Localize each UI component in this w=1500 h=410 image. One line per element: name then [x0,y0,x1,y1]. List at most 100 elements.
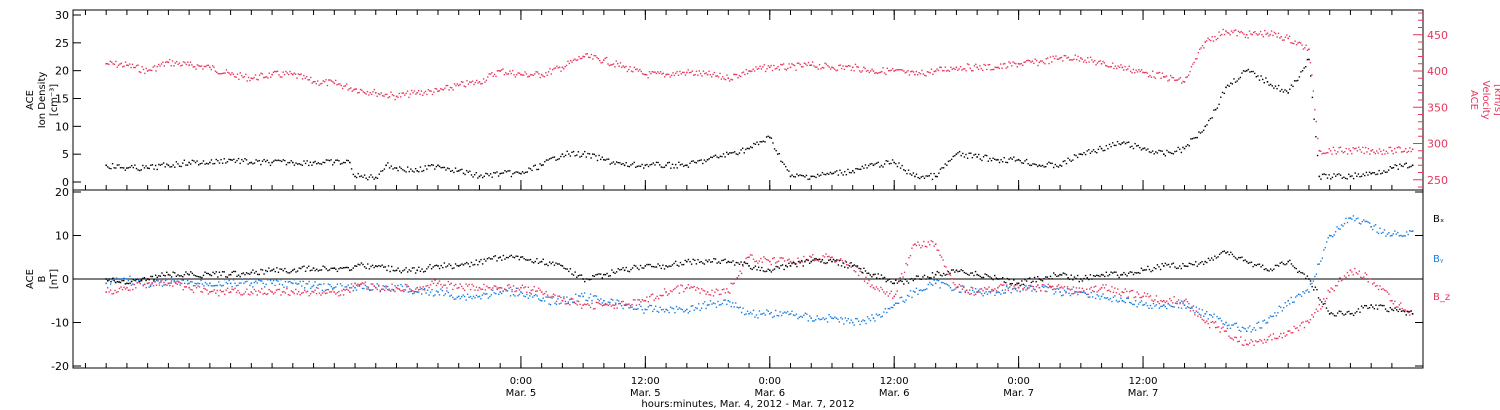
density-dot [1099,145,1101,148]
by-dot [1211,316,1214,318]
velocity-point [727,77,730,80]
bx-dot [1269,268,1272,270]
velocity-dot [518,72,521,74]
bx-dot [233,270,235,273]
density-dot [1211,117,1213,119]
by-dot [979,291,981,293]
by-dot [225,281,227,284]
bottom-tick-label: 20 [55,186,69,199]
velocity-dot [1147,76,1150,78]
velocity-dot [1056,58,1059,60]
bz-dot [275,289,278,291]
density-dot [989,157,991,160]
velocity-dot [1143,71,1146,74]
bx-dot [143,276,146,279]
velocity-dot [1352,147,1354,149]
bz-dot [985,288,987,290]
bx-dot [836,259,838,261]
by-dot [625,303,627,305]
bx-dot [1201,260,1203,263]
velocity-dot [702,70,705,72]
by-dot [287,281,290,283]
bz-dot [1299,324,1301,327]
bx-dot [684,259,686,262]
density-dot [845,173,848,176]
by-point [271,282,273,285]
bx-dot [394,270,396,272]
density-dot [515,171,517,173]
by-dot [1200,314,1202,316]
bx-dot [140,279,142,281]
velocity-dot [969,67,971,70]
bz-dot [121,288,124,291]
by-dot [132,283,134,285]
velocity-dot [828,66,830,68]
bz-dot [189,288,192,291]
bz-dot [1327,289,1329,292]
bz-dot [1211,320,1214,323]
bz-dot [1050,285,1052,288]
velocity-dot [1327,151,1329,154]
bx-dot [797,260,800,263]
velocity-dot [593,54,595,57]
velocity-dot [1294,40,1296,42]
by-dot [969,289,971,291]
density-point [478,175,481,178]
bx-dot [781,264,784,266]
by-dot [577,295,580,297]
bz-dot [1164,301,1166,304]
velocity-dot [217,72,219,75]
velocity-dot [1380,150,1382,153]
bz-dot [299,293,301,296]
bz-dot [514,290,516,293]
bx-point [1266,269,1269,272]
by-dot [566,296,568,298]
density-dot [756,141,758,143]
bx-dot [883,276,886,279]
bx-dot [1268,270,1270,272]
density-dot [569,155,572,157]
bz-dot [263,292,266,294]
bx-dot [244,273,246,276]
density-dot [175,161,178,163]
by-dot [1023,284,1026,286]
velocity-dot [675,72,677,75]
density-dot [290,160,292,162]
bz-dot [347,289,349,292]
by-dot [964,290,966,293]
velocity-dot [731,79,734,81]
velocity-dot [1105,64,1107,67]
density-dot [922,175,924,178]
velocity-dot [856,66,858,68]
by-dot [552,296,555,298]
bx-dot [596,273,599,276]
by-dot [443,294,445,297]
density-dot [178,165,181,167]
density-dot [722,153,725,155]
bx-dot [1348,310,1350,313]
velocity-dot [274,70,276,73]
bx-dot [1064,272,1066,275]
density-dot [1351,175,1353,177]
by-dot [138,280,140,282]
bz-dot [241,294,244,296]
density-dot [505,171,508,173]
by-dot [743,313,746,316]
bz-dot [1129,290,1131,293]
bz-dot [693,285,695,288]
bx-dot [1399,308,1401,310]
by-dot [112,277,115,279]
velocity-dot [236,73,239,75]
density-dot [1008,158,1010,160]
by-dot [1248,325,1251,327]
density-dot [119,167,122,169]
velocity-dot [1027,59,1029,62]
bz-dot [1395,306,1398,308]
bz-dot [674,287,676,290]
density-dot [1091,150,1093,153]
bx-dot [895,279,897,281]
density-dot [512,173,514,175]
density-dot [1378,169,1380,172]
density-point [146,167,149,169]
